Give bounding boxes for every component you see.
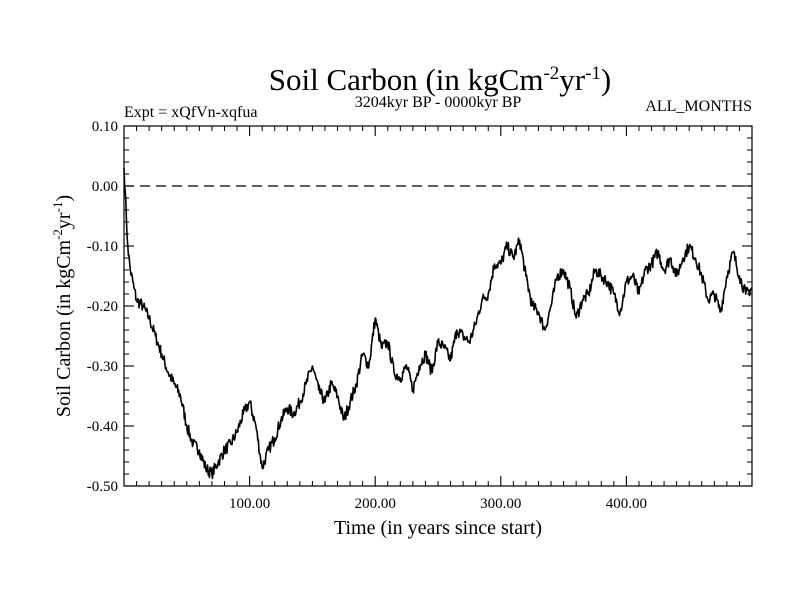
x-tick-label: 400.00 (606, 496, 647, 512)
y-tick-label: -0.50 (87, 479, 118, 495)
x-tick-label: 300.00 (480, 496, 521, 512)
months-label: ALL_MONTHS (645, 98, 752, 115)
y-tick-label: -0.10 (87, 239, 118, 255)
chart-title: Soil Carbon (in kgCm-2yr-1) (269, 62, 612, 97)
x-tick-label: 100.00 (229, 496, 270, 512)
experiment-label: Expt = xQfVn-xqfua (124, 104, 257, 121)
series-line-soil-carbon (123, 167, 753, 480)
y-tick-label: 0.00 (92, 179, 118, 195)
x-axis-ticks: 100.00 200.00 300.00 400.00 (136, 126, 740, 512)
y-axis-ticks: 0.10 0.00 -0.10 -0.20 -0.30 -0.40 -0.50 (87, 119, 752, 495)
x-axis-label: Time (in years since start) (334, 517, 542, 539)
plot-frame (123, 125, 753, 487)
y-tick-label: -0.30 (87, 359, 118, 375)
y-tick-label: 0.10 (92, 119, 118, 135)
x-tick-label: 200.00 (355, 496, 396, 512)
y-tick-label: -0.40 (87, 419, 118, 435)
y-axis-label: Soil Carbon (in kgCm-2yr-1) (50, 195, 75, 417)
time-range-label: 3204kyr BP - 0000kyr BP (355, 94, 522, 111)
y-tick-label: -0.20 (87, 299, 118, 315)
